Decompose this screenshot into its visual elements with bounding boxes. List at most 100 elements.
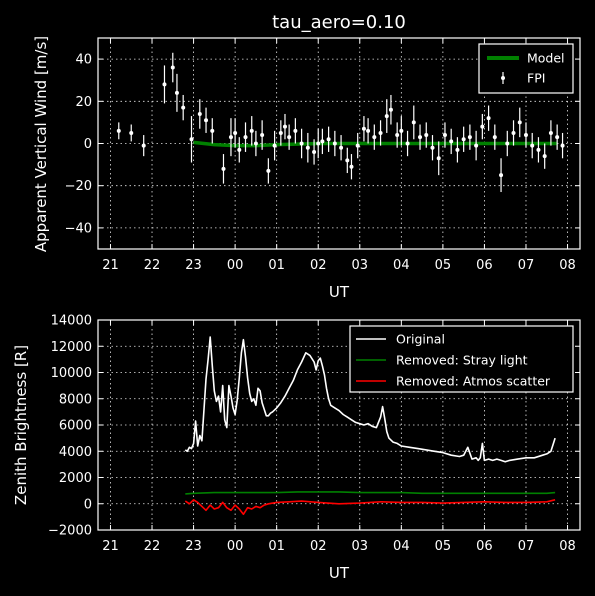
fpi-point (372, 135, 377, 140)
fpi-point (326, 137, 331, 142)
y-tick-label: 14000 (51, 314, 92, 329)
y-axis-label: Zenith Brightness [R] (12, 345, 30, 505)
legend-label-atmos-scatter: Removed: Atmos scatter (396, 374, 551, 389)
x-tick-label: 06 (476, 258, 493, 273)
fpi-point (467, 135, 472, 140)
fpi-point (355, 143, 360, 148)
x-tick-label: 06 (476, 539, 493, 554)
x-tick-label: 00 (227, 539, 244, 554)
x-tick-label: 01 (268, 539, 285, 554)
fpi-point (411, 120, 416, 125)
x-tick-label: 05 (435, 539, 452, 554)
x-tick-label: 08 (559, 258, 576, 273)
legend-label-fpi: FPI (527, 71, 545, 86)
legend-marker-fpi (501, 76, 505, 80)
x-tick-label: 22 (144, 539, 161, 554)
y-axis-label: Apparent Vertical Wind [m/s] (32, 36, 50, 252)
fpi-point (399, 128, 404, 133)
series-line-original (184, 336, 556, 463)
legend: Model FPI (478, 43, 574, 94)
fpi-point (129, 130, 134, 135)
x-tick-label: 07 (518, 539, 535, 554)
fpi-point (204, 118, 209, 123)
y-tick-label: 0 (84, 497, 92, 512)
fpi-point (299, 141, 304, 146)
x-tick-label: 23 (185, 258, 202, 273)
fpi-point (361, 126, 366, 131)
fpi-point (378, 130, 383, 135)
fpi-point (253, 141, 258, 146)
legend-label-model: Model (527, 51, 565, 66)
fpi-point (555, 135, 560, 140)
fpi-point (278, 130, 283, 135)
fpi-point (542, 154, 547, 159)
fpi-point (436, 156, 441, 161)
fpi-point (312, 149, 317, 154)
series-layer (184, 336, 556, 516)
legend: Original Removed: Stray light Removed: A… (349, 325, 574, 393)
fpi-point (210, 128, 215, 133)
x-tick-label: 02 (310, 258, 327, 273)
fpi-point (511, 130, 516, 135)
series-line-removed-stray-light (185, 491, 556, 495)
x-axis-label: UT (329, 564, 350, 582)
y-tick-label: 40 (75, 53, 92, 68)
y-tick-label: 0 (84, 137, 92, 152)
fpi-point (181, 105, 186, 110)
chart-title: tau_aero=0.10 (272, 12, 406, 33)
legend-label-original: Original (396, 332, 445, 347)
vertical-wind-chart: tau_aero=0.10 21 22 23 00 01 02 03 04 05 06 07 08 40… (32, 12, 581, 301)
fpi-point (523, 133, 528, 138)
fpi-point (474, 143, 479, 148)
fpi-point (266, 168, 271, 173)
fpi-point (384, 114, 389, 119)
fpi-point (162, 82, 167, 87)
fpi-point (405, 141, 410, 146)
x-tick-label: 23 (185, 539, 202, 554)
y-tick-label: 12000 (51, 340, 92, 355)
y-tick-label: −2000 (48, 524, 92, 539)
fpi-point (339, 145, 344, 150)
y-tick-label: 6000 (59, 419, 92, 434)
series-layer (116, 52, 565, 193)
fpi-point (530, 143, 535, 148)
fpi-point (189, 137, 194, 142)
fpi-point (430, 145, 435, 150)
fpi-point (320, 139, 325, 144)
y-tick-label: 8000 (59, 392, 92, 407)
y-tick-label: 10000 (51, 366, 92, 381)
fpi-point (395, 133, 400, 138)
series-line-removed-atmos-scatter (184, 499, 556, 516)
x-tick-label: 04 (393, 539, 410, 554)
x-tick-label: 00 (227, 258, 244, 273)
fpi-point (237, 147, 242, 152)
fpi-point (221, 166, 226, 171)
fpi-point (170, 65, 175, 70)
fpi-point (282, 124, 287, 129)
fpi-point (461, 137, 466, 142)
x-axis-label: UT (329, 283, 350, 301)
fpi-point (272, 143, 277, 148)
fpi-point (499, 173, 504, 178)
fpi-point (197, 111, 202, 116)
x-tick-label: 21 (102, 539, 119, 554)
fpi-point (349, 164, 354, 169)
x-tick-label: 22 (144, 258, 161, 273)
y-tick-label: −40 (65, 221, 92, 236)
fpi-point (486, 116, 491, 121)
fpi-point (418, 135, 423, 140)
x-tick-label: 03 (352, 539, 369, 554)
x-tick-label: 02 (310, 539, 327, 554)
x-tick-label: 04 (393, 258, 410, 273)
series-line-model (193, 140, 558, 148)
fpi-point (293, 128, 298, 133)
fpi-point (243, 135, 248, 140)
fpi-point (316, 141, 321, 146)
fpi-point (536, 147, 541, 152)
y-tick-label: 20 (75, 95, 92, 110)
zenith-brightness-chart: 21 22 23 00 01 02 03 04 05 06 07 08 14000 12000 10000 8… (12, 314, 581, 582)
tick-layer: 21 22 23 00 01 02 03 04 05 06 07 08 40 20 0 −20 −40 (65, 38, 580, 273)
fpi-point (517, 120, 522, 125)
fpi-point (345, 158, 350, 163)
